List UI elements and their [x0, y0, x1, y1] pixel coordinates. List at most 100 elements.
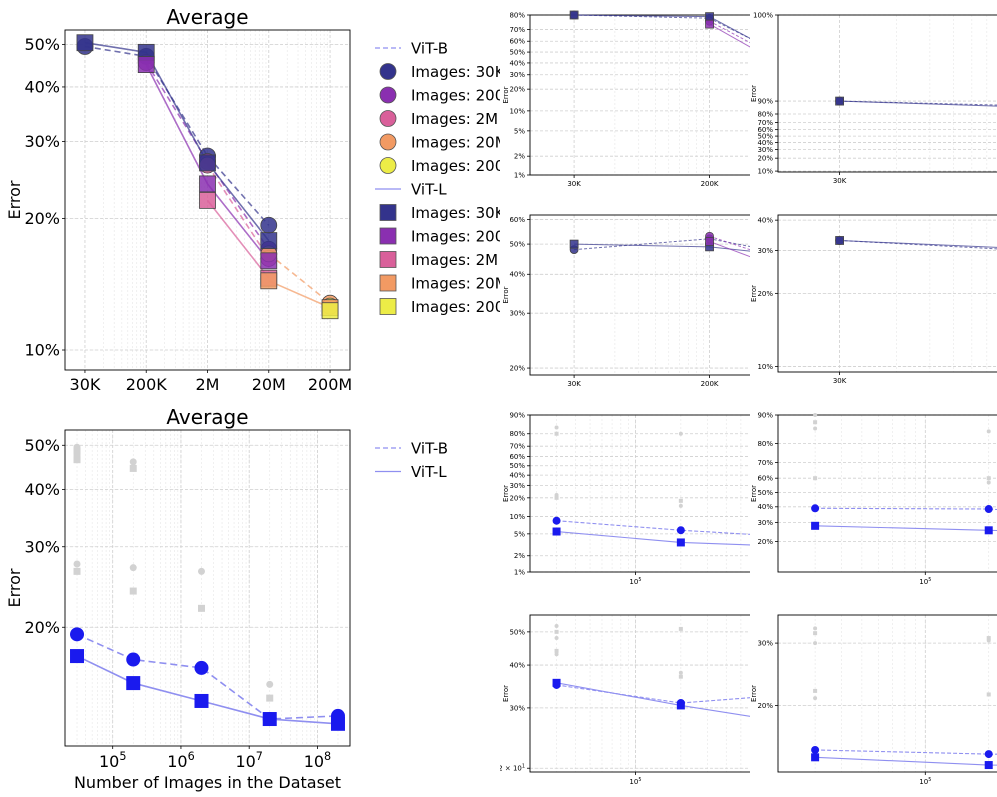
legend-label-images: Images: 200K — [411, 227, 500, 245]
background-point — [813, 626, 818, 631]
y-tick-label: 30% — [24, 132, 60, 151]
background-point — [813, 688, 818, 693]
y-tick-label: 90% — [757, 411, 773, 419]
x-tick-label: 30K — [567, 380, 581, 388]
x-tick-label: 106 — [167, 750, 194, 771]
data-point-vit-l-200k — [705, 237, 714, 246]
chart-images-organ-ct: 1%2%5%10%20%30%40%50%60%70%80%90%1051061… — [502, 411, 750, 586]
y-tick-label: 60% — [757, 475, 773, 483]
background-point — [813, 641, 818, 646]
series-line-vit-b — [815, 749, 997, 755]
background-point — [129, 587, 137, 595]
y-tick-label: 30% — [509, 704, 525, 712]
y-tick-label: 80% — [509, 11, 525, 19]
background-point — [554, 652, 559, 657]
y-tick-label: 30% — [757, 640, 773, 648]
y-tick-label: 20% — [509, 86, 525, 94]
x-tick-label: 108 — [304, 750, 331, 771]
y-tick-label: 40% — [757, 139, 773, 147]
series-line-vit-b — [556, 684, 750, 704]
data-point-vit-b — [126, 652, 141, 667]
y-axis-title: Error — [5, 180, 24, 219]
data-point-vit-l — [194, 693, 209, 708]
y-tick-label: 20% — [509, 365, 525, 373]
y-tick-label: 100% — [753, 11, 773, 19]
legend-marker-vitb — [379, 63, 397, 80]
y-tick-label: 50% — [509, 628, 525, 636]
x-tick-label: 2M — [196, 375, 220, 394]
y-tick-label: 10% — [757, 363, 773, 371]
y-tick-label: 30% — [757, 519, 773, 527]
chart-steps-average: 10% 20% 30% 40% 50% 30K 200K 2M 20M 200M Average Nu… — [5, 5, 500, 400]
y-tick-label: 10% — [509, 513, 525, 521]
data-point-vit-l-30k — [835, 236, 844, 245]
chart-images-average: 20% 30% 40% 50% 105 106 107 108 Average Number of… — [5, 405, 448, 792]
data-point-vit-l-30k — [569, 239, 579, 249]
data-point-vit-l-30k — [199, 154, 216, 172]
series-line-vit-l-2m — [206, 199, 270, 279]
data-point-vit-l-200k — [199, 175, 216, 193]
y-tick-label: 2% — [514, 552, 525, 560]
data-point-vit-l-30k — [705, 12, 714, 22]
x-tick-label: 30K — [70, 375, 101, 394]
y-tick-label: 5% — [514, 530, 525, 538]
data-point-vit-l — [552, 678, 561, 687]
y-tick-label: 50% — [509, 241, 525, 249]
data-point-vit-l-20m — [260, 272, 278, 290]
data-point-vit-l-30k — [76, 34, 94, 52]
background-point — [986, 692, 991, 697]
y-tick-label: 20% — [757, 702, 773, 710]
series-line-vit-b-30k — [839, 239, 997, 250]
y-axis-title: Error — [750, 485, 758, 502]
background-point — [813, 426, 818, 431]
series-line-vit-b-30k — [839, 100, 997, 106]
legend-marker-vitb — [379, 110, 397, 127]
plot-frame — [529, 14, 750, 176]
chart-steps-organ-mri: 10%20%30%40%50%60%70%80%90%100%30K200K2M… — [750, 11, 997, 185]
data-point-vit-l — [126, 676, 141, 691]
x-tick-label: 30K — [567, 180, 581, 188]
background-point — [73, 560, 81, 568]
data-point-vit-b — [552, 516, 561, 525]
y-tick-label: 40% — [509, 59, 525, 67]
y-tick-label: 30% — [509, 310, 525, 318]
y-tick-label: 30% — [24, 537, 60, 556]
y-tick-label: 60% — [757, 126, 773, 134]
y-axis-title: Error — [750, 285, 758, 302]
series-line-vit-b-2m — [206, 164, 270, 259]
x-axis-title: Number of Images in the Dataset — [74, 773, 341, 792]
series-line-vit-l-30k — [574, 14, 750, 39]
background-point — [678, 626, 683, 631]
x-tick-label: 200K — [126, 375, 168, 394]
data-point-vit-l-30k — [835, 96, 844, 106]
y-tick-label: 10% — [757, 168, 773, 176]
background-point — [986, 480, 991, 485]
y-tick-label: 40% — [509, 472, 525, 480]
series-line-vit-b-20m — [268, 253, 331, 304]
data-point-vit-l — [984, 761, 993, 770]
plot-frame — [777, 214, 997, 373]
legend-marker-vitl — [379, 227, 397, 245]
y-tick-label: 50% — [757, 489, 773, 497]
background-point — [554, 629, 559, 634]
data-point-vit-b-30k — [260, 216, 278, 234]
y-tick-label: 70% — [757, 119, 773, 127]
plot-frame — [64, 429, 351, 747]
data-point-vit-l — [330, 716, 345, 731]
data-point-vit-l-200m — [321, 302, 339, 320]
y-tick-label: 20% — [509, 494, 525, 502]
data-point-vit-l — [984, 526, 993, 535]
y-tick-label: 80% — [757, 110, 773, 118]
legend-marker-vitb — [379, 157, 397, 174]
background-point — [813, 476, 818, 481]
plot-frame — [777, 14, 997, 173]
y-tick-label: 80% — [757, 440, 773, 448]
legend-label-images: Images: 20M — [411, 133, 500, 151]
data-point-vit-l-30k — [569, 10, 579, 20]
data-point-vit-l — [70, 649, 85, 664]
data-point-vit-l — [811, 753, 820, 762]
data-point-vit-b — [984, 750, 993, 759]
y-axis-title: Error — [502, 485, 510, 502]
series-line-vit-l — [815, 525, 997, 532]
